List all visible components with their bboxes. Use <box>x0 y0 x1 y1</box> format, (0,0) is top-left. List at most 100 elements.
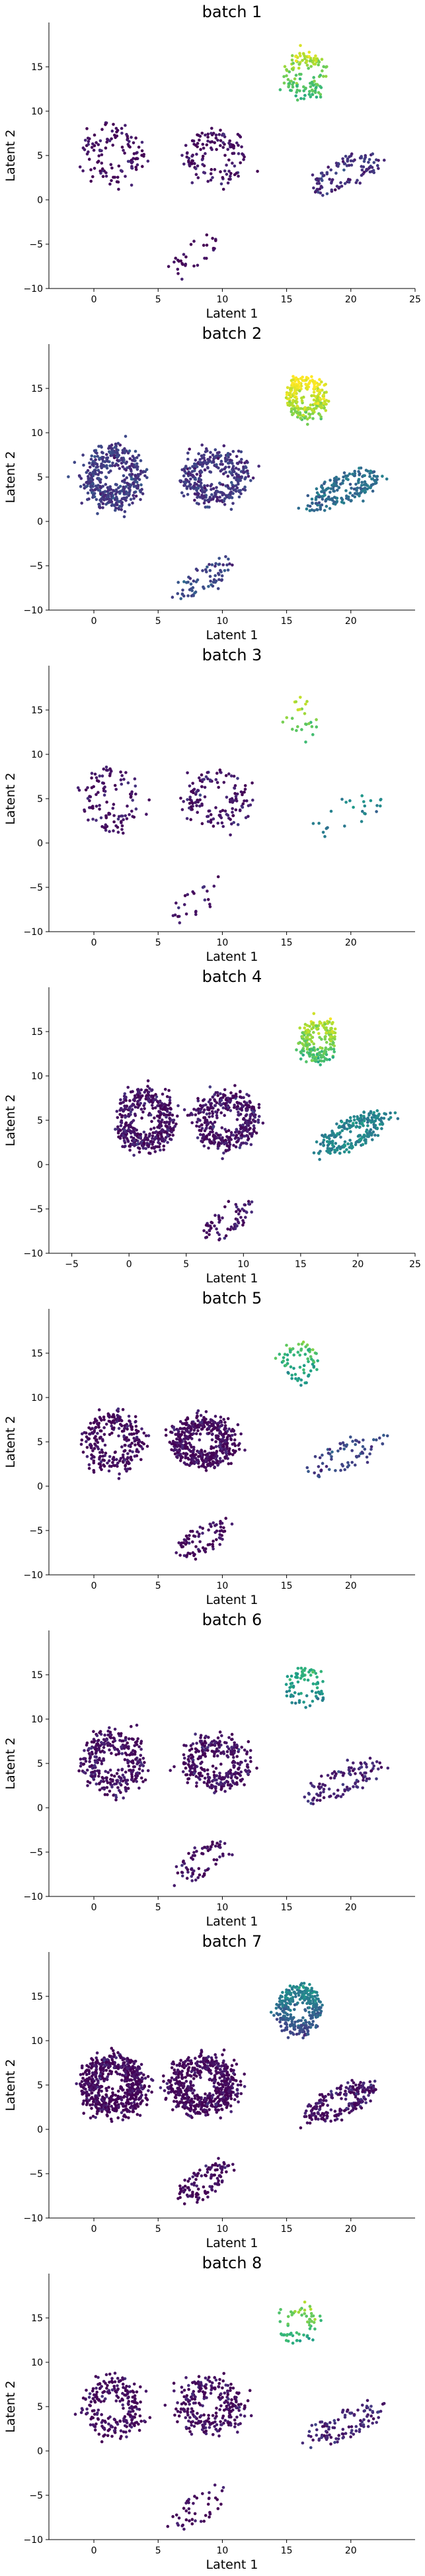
scatter-point <box>209 1098 212 1102</box>
scatter-point <box>291 717 294 720</box>
scatter-point <box>209 1523 212 1527</box>
scatter-point <box>135 807 138 811</box>
scatter-point <box>110 770 113 773</box>
scatter-point <box>116 1779 120 1782</box>
scatter-point <box>123 1126 126 1129</box>
scatter-point <box>318 1158 321 1161</box>
scatter-point <box>315 96 319 99</box>
scatter-point <box>94 773 97 776</box>
scatter-point <box>376 1109 379 1112</box>
scatter-point <box>209 575 212 578</box>
scatter-point <box>205 1469 208 1472</box>
scatter-point <box>90 458 93 461</box>
scatter-point <box>217 457 220 461</box>
scatter-point <box>227 466 231 469</box>
scatter-point <box>219 139 223 142</box>
x-axis-label: Latent 1 <box>206 1593 258 1607</box>
scatter-point <box>188 1448 191 1452</box>
scatter-point <box>223 503 227 506</box>
scatter-point <box>252 1127 256 1130</box>
scatter-point <box>203 257 206 260</box>
scatter-point <box>311 412 315 416</box>
scatter-point <box>313 390 316 394</box>
scatter-point <box>199 1526 202 1529</box>
scatter-point <box>188 448 191 451</box>
scatter-point <box>137 146 141 149</box>
scatter-point <box>216 1094 219 1097</box>
scatter-point <box>354 1443 357 1446</box>
scatter-point <box>147 1434 151 1437</box>
scatter-point <box>105 464 108 467</box>
scatter-point <box>122 149 125 152</box>
scatter-point <box>163 1113 167 1116</box>
scatter-point <box>206 771 210 774</box>
scatter-point <box>139 470 143 473</box>
scatter-point <box>87 492 90 495</box>
scatter-point <box>167 265 171 269</box>
scatter-point <box>188 1542 191 1545</box>
scatter-point <box>241 1124 245 1127</box>
scatter-point <box>195 1461 198 1464</box>
scatter-point <box>340 497 343 500</box>
scatter-point <box>124 1739 128 1742</box>
y-tick-label: 10 <box>31 750 43 760</box>
scatter-point <box>313 385 316 388</box>
scatter-point <box>126 1452 130 1456</box>
scatter-point <box>236 1218 239 1221</box>
scatter-point <box>97 1775 100 1778</box>
scatter-point <box>243 1135 247 1138</box>
scatter-point <box>379 799 382 802</box>
scatter-point <box>135 168 138 171</box>
scatter-point <box>241 793 244 797</box>
scatter-point <box>124 1096 128 1100</box>
scatter-point <box>218 500 221 503</box>
scatter-point <box>201 1464 204 1468</box>
scatter-point <box>82 464 85 467</box>
scatter-point <box>213 574 217 578</box>
scatter-point <box>101 167 104 171</box>
scatter-point <box>286 386 290 390</box>
scatter-point <box>109 1778 112 1781</box>
scatter-point <box>220 460 223 463</box>
scatter-point <box>254 1120 257 1124</box>
scatter-point <box>202 143 205 146</box>
scatter-point <box>301 59 304 62</box>
scatter-point <box>108 1464 112 1468</box>
scatter-point <box>297 412 300 415</box>
scatter-point <box>208 1421 212 1425</box>
scatter-point <box>373 161 376 164</box>
scatter-point <box>354 1141 358 1144</box>
scatter-point <box>179 597 182 600</box>
scatter-point <box>118 1427 121 1430</box>
scatter-point <box>225 173 229 176</box>
scatter-point <box>383 159 386 162</box>
scatter-point <box>181 1447 184 1450</box>
scatter-points <box>114 1012 399 1242</box>
scatter-point <box>231 1434 234 1437</box>
scatter-point <box>116 452 119 455</box>
scatter-point <box>186 1537 189 1540</box>
scatter-point <box>258 1106 261 1110</box>
scatter-point <box>299 1366 302 1369</box>
scatter-point <box>223 444 226 447</box>
scatter-point <box>219 1526 223 1529</box>
scatter-point <box>285 396 288 400</box>
scatter-point <box>108 830 111 833</box>
scatter-point <box>198 478 201 481</box>
scatter-point <box>128 1149 132 1152</box>
scatter-point <box>100 471 103 474</box>
scatter-point <box>128 145 131 148</box>
scatter-point <box>356 1456 359 1459</box>
scatter-point <box>137 1450 140 1454</box>
scatter-point <box>204 899 207 902</box>
scatter-point <box>113 1775 116 1778</box>
scatter-point <box>303 97 306 101</box>
scatter-point <box>138 1147 141 1150</box>
scatter-point <box>203 502 206 505</box>
scatter-point <box>221 146 225 150</box>
scatter-point <box>352 806 355 809</box>
scatter-point <box>300 1378 303 1382</box>
scatter-point <box>210 127 213 130</box>
scatter-point <box>186 451 190 455</box>
scatter-point <box>189 1530 192 1533</box>
